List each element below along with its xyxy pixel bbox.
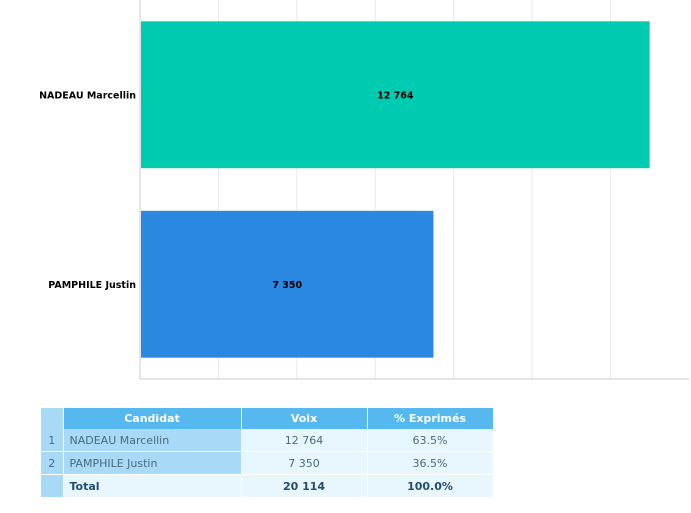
table-total-row: Total 20 114 100.0% [41,474,494,498]
value-label: 12 764 [377,90,414,101]
table-corner [41,408,64,429]
table-header-row: Candidat Voix % Exprimés [41,408,494,429]
total-votes: 20 114 [241,474,368,498]
table-row: 2 PAMPHILE Justin 7 350 36.5% [41,451,494,475]
header-pct: % Exprimés [367,408,494,429]
table-row: 1 NADEAU Marcellin 12 764 63.5% [41,429,494,452]
header-voix: Voix [241,408,368,429]
row-votes: 7 350 [241,451,368,475]
bar [141,210,434,358]
row-candidate: PAMPHILE Justin [63,451,242,475]
category-label: PAMPHILE Justin [48,280,136,291]
row-pct: 36.5% [367,451,494,475]
category-labels: NADEAU Marcellin PAMPHILE Justin [39,90,136,291]
bars [141,21,650,358]
header-candidat: Candidat [63,408,242,429]
row-candidate: NADEAU Marcellin [63,429,242,452]
category-label: NADEAU Marcellin [39,90,136,101]
total-corner [41,474,64,498]
row-votes: 12 764 [241,429,368,452]
total-label: Total [63,474,242,498]
results-table: Candidat Voix % Exprimés 1 NADEAU Marcel… [41,408,494,498]
bar-chart: NADEAU Marcellin PAMPHILE Justin 12 764 7 … [39,0,689,380]
value-label: 7 350 [272,280,302,291]
total-pct: 100.0% [367,474,494,498]
row-rank: 2 [41,451,64,475]
value-labels: 12 764 7 350 [272,90,414,291]
row-rank: 1 [41,429,64,452]
bar [141,21,650,169]
row-pct: 63.5% [367,429,494,452]
